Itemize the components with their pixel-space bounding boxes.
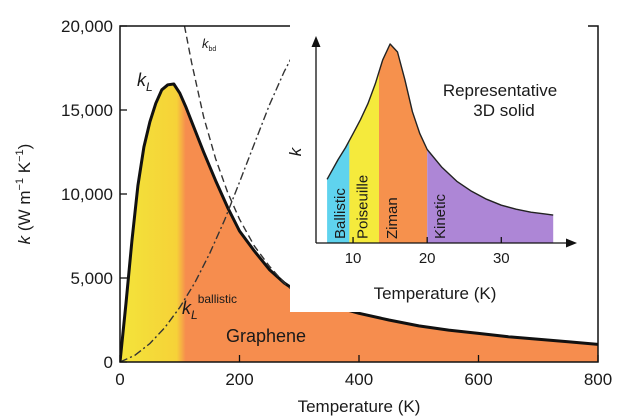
regime-band (379, 44, 428, 243)
main-plot: 0 200 400 600 800 0 5,000 10,000 15,000 20,000 T… (14, 17, 612, 416)
inset-regime-labels: Ballistic Poiseuille Ziman Kinetic (332, 175, 449, 239)
kL-curve (120, 82, 598, 362)
x-tick-label: 200 (225, 370, 253, 389)
inset-x-tick-label: 20 (419, 250, 436, 267)
kbd-label: kbd (202, 36, 216, 53)
inset-y-axis-title: k (286, 146, 305, 156)
kL-label: kL (137, 70, 153, 94)
regime-label: Kinetic (432, 193, 449, 239)
y-tick-label: 15,000 (61, 101, 113, 120)
y-axis-title: k (W m−1 K−1) (14, 144, 34, 245)
inset-x-arrow (566, 238, 577, 248)
regime-label: Poiseuille (354, 175, 371, 239)
kbd-dashed-curve (183, 26, 300, 298)
y-tick-label: 0 (104, 353, 113, 372)
y-axis-ticks: 0 5,000 10,000 15,000 20,000 (61, 17, 127, 372)
x-axis-ticks: 0 200 400 600 800 (115, 355, 612, 389)
y-tick-label: 5,000 (70, 269, 113, 288)
x-tick-label: 400 (345, 370, 373, 389)
kballistic-label: kLballistic (182, 292, 237, 322)
regime-label: Ballistic (332, 188, 349, 239)
x-tick-label: 600 (464, 370, 492, 389)
x-tick-label: 0 (115, 370, 124, 389)
inset-x-tick-label: 10 (345, 250, 362, 267)
inset-title-line-2: 3D solid (473, 101, 534, 120)
x-axis-title: Temperature (K) (298, 397, 421, 416)
inset-title-line-1: Representative (443, 81, 557, 100)
regime-band (327, 140, 350, 243)
regime-band (349, 71, 379, 244)
x-tick-label: 800 (584, 370, 612, 389)
kballistic-dashdot-curve (120, 26, 317, 362)
inset-x-ticks: 10 20 30 (345, 237, 510, 267)
inset-x-tick-label: 30 (493, 250, 510, 267)
inset-x-axis-title: Temperature (K) (374, 284, 497, 303)
inset-curve (326, 43, 554, 216)
y-tick-label: 20,000 (61, 17, 113, 36)
inset-regime-bands (327, 44, 554, 244)
inset-y-arrow (311, 36, 321, 47)
regime-label: Ziman (384, 197, 401, 239)
inset-plot: Ballistic Poiseuille Ziman Kinetic 10 20 30 k… (286, 22, 588, 312)
y-tick-label: 10,000 (61, 185, 113, 204)
main-area-fill (120, 84, 598, 362)
regime-band (427, 149, 554, 243)
graphene-label: Graphene (226, 326, 306, 346)
